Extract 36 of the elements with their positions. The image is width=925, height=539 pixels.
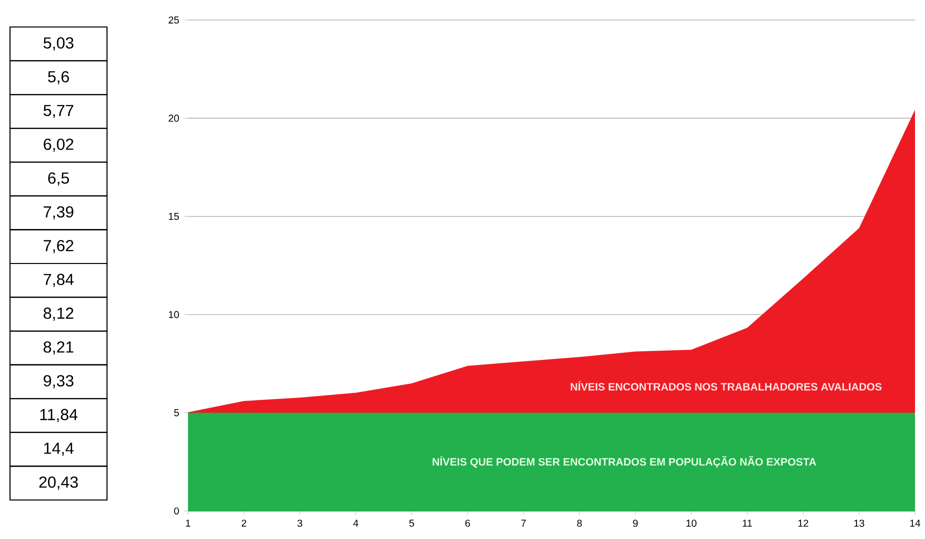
x-tick-label: 3 bbox=[297, 520, 302, 527]
text: 5,6 bbox=[48, 71, 69, 84]
x-tick-label: 5 bbox=[409, 520, 414, 527]
x-tick-label: 12 bbox=[798, 520, 808, 527]
text: 8,12 bbox=[44, 308, 74, 321]
text: 14,4 bbox=[44, 442, 74, 456]
text: 11,84 bbox=[40, 408, 78, 422]
text: 7,62 bbox=[44, 240, 74, 254]
x-tick-label: 2 bbox=[242, 520, 246, 527]
text: 6,02 bbox=[44, 138, 74, 152]
y-tick-label: 5 bbox=[174, 409, 179, 416]
x-tick-label: 9 bbox=[633, 520, 638, 527]
x-tick-label: 6 bbox=[465, 520, 470, 527]
text: 7,84 bbox=[44, 274, 74, 287]
x-tick-label: 7 bbox=[521, 520, 526, 527]
y-tick-label: 15 bbox=[168, 212, 179, 220]
x-tick-label: 11 bbox=[742, 520, 752, 527]
text: 8,21 bbox=[44, 341, 74, 355]
x-tick-label: 1 bbox=[186, 520, 190, 527]
y-tick-label: 10 bbox=[168, 311, 179, 318]
x-tick-label: 4 bbox=[353, 520, 358, 527]
x-tick-label: 8 bbox=[577, 520, 582, 527]
x-tick-label: 14 bbox=[910, 520, 920, 527]
text: 6,5 bbox=[48, 172, 69, 186]
text: 7,39 bbox=[44, 206, 74, 220]
y-tick-label: 25 bbox=[168, 16, 179, 24]
x-tick-label: 10 bbox=[686, 520, 696, 527]
text: 5,03 bbox=[44, 37, 74, 50]
y-tick-label: 20 bbox=[168, 114, 179, 122]
band-label: NÍVEIS QUE PODEM SER ENCONTRADOS EM POPULAÇÃO NÃO EXPOSTA bbox=[432, 456, 816, 468]
y-tick-label: 0 bbox=[174, 507, 179, 515]
series-label: NÍVEIS ENCONTRADOS NOS TRABALHADORES AVALIADOS bbox=[570, 381, 882, 391]
x-tick-label: 13 bbox=[854, 520, 864, 527]
text: 9,33 bbox=[44, 375, 74, 388]
text: 20,43 bbox=[39, 476, 78, 490]
text: 5,77 bbox=[44, 104, 74, 118]
